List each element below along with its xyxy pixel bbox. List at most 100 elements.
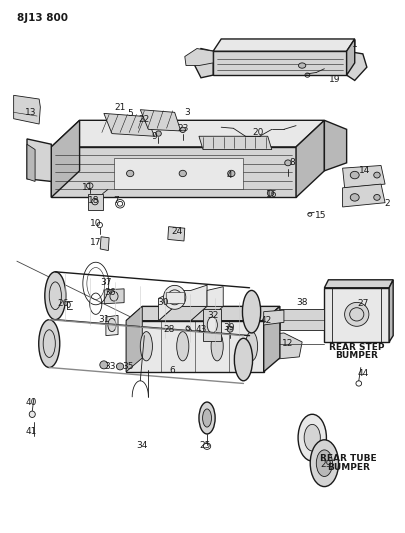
- Polygon shape: [202, 309, 221, 341]
- Text: 42: 42: [260, 316, 271, 325]
- Text: 31: 31: [98, 315, 109, 324]
- Text: 8: 8: [288, 158, 294, 167]
- Polygon shape: [198, 136, 271, 150]
- Polygon shape: [104, 114, 154, 136]
- Text: 40: 40: [25, 398, 36, 407]
- Text: 10: 10: [90, 220, 101, 229]
- Text: 21: 21: [114, 102, 126, 111]
- Polygon shape: [165, 292, 183, 303]
- Ellipse shape: [176, 332, 188, 361]
- Ellipse shape: [29, 411, 35, 417]
- Text: 9: 9: [151, 132, 157, 141]
- Text: 29: 29: [320, 460, 331, 469]
- Polygon shape: [324, 280, 392, 288]
- Ellipse shape: [303, 424, 320, 451]
- Ellipse shape: [350, 171, 358, 179]
- Text: 30: 30: [156, 298, 168, 307]
- Text: 26: 26: [58, 299, 69, 308]
- Polygon shape: [174, 285, 207, 306]
- Polygon shape: [184, 49, 213, 66]
- Polygon shape: [167, 227, 184, 241]
- Ellipse shape: [179, 170, 186, 176]
- Polygon shape: [87, 193, 102, 209]
- Polygon shape: [106, 316, 118, 336]
- Text: 22: 22: [139, 115, 149, 124]
- Ellipse shape: [163, 285, 185, 309]
- Polygon shape: [158, 290, 174, 321]
- Text: REAR STEP: REAR STEP: [328, 343, 384, 352]
- Text: 24: 24: [171, 227, 182, 236]
- Polygon shape: [324, 288, 388, 342]
- Text: 27: 27: [356, 299, 368, 308]
- Ellipse shape: [373, 172, 379, 178]
- Text: 6: 6: [169, 366, 175, 375]
- Text: 13: 13: [25, 108, 37, 117]
- Ellipse shape: [297, 414, 326, 461]
- Text: 3: 3: [183, 108, 189, 117]
- Ellipse shape: [298, 63, 305, 68]
- Ellipse shape: [202, 409, 211, 427]
- Text: 11: 11: [82, 183, 93, 192]
- Text: 14: 14: [358, 166, 370, 175]
- Polygon shape: [254, 333, 301, 360]
- Text: 39: 39: [223, 323, 234, 332]
- Text: 28: 28: [162, 325, 174, 334]
- Text: 23: 23: [177, 124, 188, 133]
- Ellipse shape: [234, 338, 252, 381]
- Text: 18: 18: [88, 196, 99, 205]
- Polygon shape: [388, 280, 392, 342]
- Polygon shape: [51, 120, 324, 147]
- Ellipse shape: [207, 317, 217, 333]
- Text: 44: 44: [356, 369, 368, 378]
- Text: 33: 33: [104, 362, 115, 371]
- Text: 2: 2: [384, 199, 389, 208]
- Text: 20: 20: [252, 128, 263, 137]
- Ellipse shape: [140, 332, 152, 361]
- Ellipse shape: [266, 190, 273, 196]
- Polygon shape: [346, 51, 366, 80]
- Polygon shape: [51, 120, 79, 197]
- Polygon shape: [27, 139, 51, 181]
- Ellipse shape: [242, 290, 260, 333]
- Polygon shape: [342, 184, 384, 207]
- Text: 34: 34: [136, 441, 148, 450]
- Polygon shape: [346, 39, 354, 75]
- Ellipse shape: [350, 193, 358, 201]
- Ellipse shape: [38, 320, 60, 368]
- Text: 36: 36: [104, 287, 115, 296]
- Text: 5: 5: [127, 109, 133, 118]
- Polygon shape: [279, 309, 324, 330]
- Ellipse shape: [373, 195, 379, 200]
- Ellipse shape: [179, 127, 185, 133]
- Text: 25: 25: [199, 441, 210, 450]
- Polygon shape: [207, 287, 223, 306]
- Ellipse shape: [309, 440, 338, 487]
- Ellipse shape: [315, 450, 332, 477]
- Text: 15: 15: [314, 212, 325, 221]
- Text: 41: 41: [25, 427, 36, 436]
- Polygon shape: [263, 310, 283, 325]
- Polygon shape: [27, 144, 35, 181]
- Ellipse shape: [245, 332, 257, 361]
- Polygon shape: [190, 306, 223, 321]
- Text: 38: 38: [296, 298, 307, 307]
- Ellipse shape: [344, 302, 368, 326]
- Polygon shape: [192, 49, 213, 78]
- Text: 17: 17: [90, 238, 101, 247]
- Text: 8J13 800: 8J13 800: [17, 13, 68, 23]
- Ellipse shape: [284, 160, 290, 166]
- Polygon shape: [140, 110, 180, 131]
- Polygon shape: [14, 95, 40, 124]
- Ellipse shape: [227, 170, 234, 176]
- Polygon shape: [100, 237, 109, 251]
- Ellipse shape: [126, 170, 134, 176]
- Text: 35: 35: [122, 362, 134, 371]
- Polygon shape: [324, 120, 346, 171]
- Ellipse shape: [155, 131, 161, 136]
- Text: BUMPER: BUMPER: [335, 351, 377, 360]
- Polygon shape: [126, 306, 142, 372]
- Polygon shape: [213, 51, 346, 75]
- Text: REAR TUBE: REAR TUBE: [320, 455, 376, 463]
- Text: 12: 12: [281, 339, 293, 348]
- Polygon shape: [104, 289, 124, 304]
